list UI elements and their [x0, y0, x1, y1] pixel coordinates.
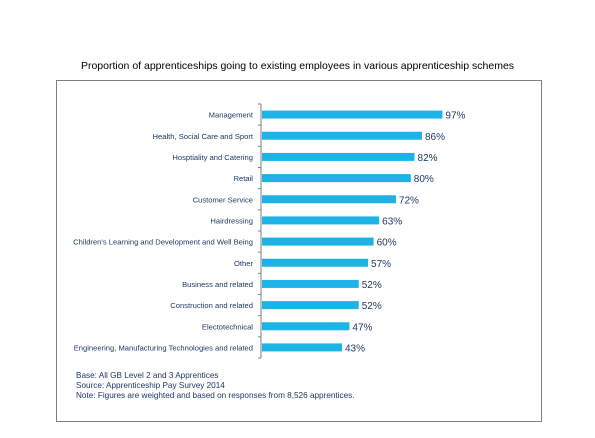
- bar: [262, 195, 396, 204]
- bar: [262, 343, 342, 352]
- note-weighting: Note: Figures are weighted and based on …: [76, 391, 355, 400]
- data-label: 43%: [345, 343, 365, 354]
- category-label: Hosptiality and Catering: [172, 153, 253, 162]
- category-label: Electotechnical: [202, 322, 253, 331]
- category-label: Business and related: [182, 280, 253, 289]
- data-label: 52%: [362, 280, 382, 291]
- bar: [262, 279, 359, 288]
- data-label: 57%: [371, 259, 391, 270]
- category-label: Health, Social Care and Sport: [153, 132, 254, 141]
- note-base: Base: All GB Level 2 and 3 Apprentices: [76, 371, 219, 380]
- data-label: 52%: [362, 301, 382, 312]
- data-label: 47%: [352, 322, 372, 333]
- chart-title: Proportion of apprenticeships going to e…: [80, 60, 515, 72]
- bar: [262, 152, 415, 161]
- category-label: Management: [209, 111, 254, 120]
- bar: [262, 301, 359, 310]
- category-label: Construction and related: [170, 301, 253, 310]
- category-label: Retail: [234, 174, 254, 183]
- data-label: 80%: [414, 174, 434, 185]
- bar: [262, 110, 443, 119]
- bar: [262, 237, 374, 246]
- note-source: Source: Apprenticeship Pay Survey 2014: [76, 381, 225, 390]
- category-label: Engineering, Manufacturing Technologies …: [74, 343, 253, 352]
- category-label: Customer Service: [193, 195, 253, 204]
- data-label: 63%: [382, 216, 402, 227]
- data-label: 97%: [445, 111, 465, 122]
- data-label: 82%: [418, 153, 438, 164]
- bar: [262, 258, 369, 267]
- bar: [262, 131, 422, 140]
- chart-frame: [56, 80, 542, 422]
- data-label: 60%: [377, 238, 397, 249]
- category-label: Other: [234, 259, 253, 268]
- category-label: Children's Learning and Development and …: [73, 238, 253, 247]
- data-label: 86%: [425, 132, 445, 143]
- bar: [262, 322, 350, 331]
- bar: [262, 216, 380, 225]
- bar: [262, 174, 411, 183]
- category-label: Hairdressing: [210, 216, 253, 225]
- data-label: 72%: [399, 195, 419, 206]
